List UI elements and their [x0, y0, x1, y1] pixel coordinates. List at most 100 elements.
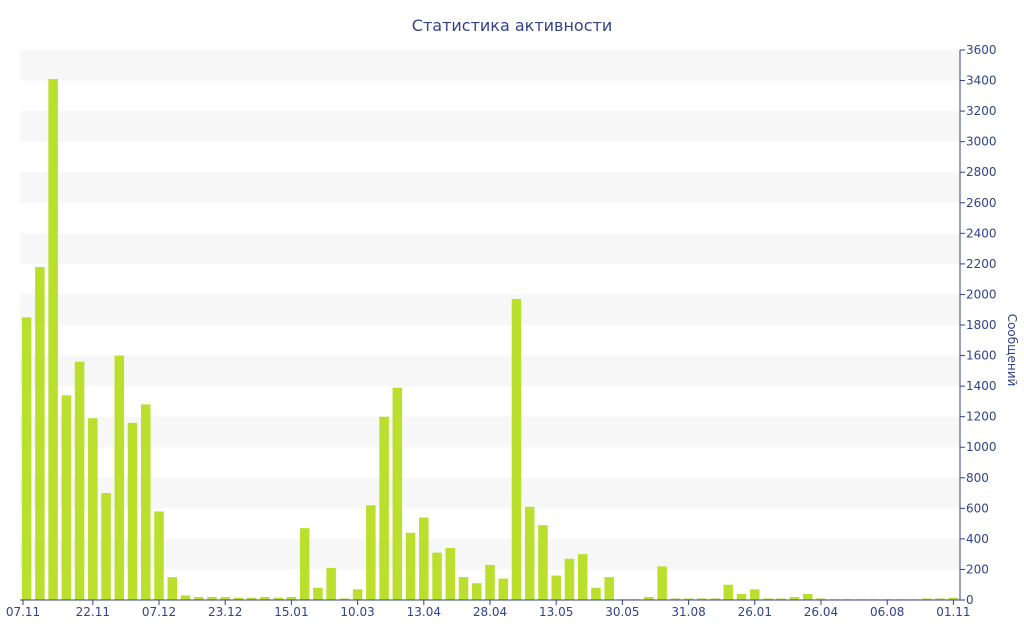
x-tick-label: 01.11 [936, 605, 970, 619]
bar [432, 552, 442, 600]
bar [141, 404, 151, 600]
x-tick-label: 07.12 [142, 605, 176, 619]
bar [538, 525, 548, 600]
bar [246, 597, 257, 600]
bar [21, 317, 32, 600]
x-tick-label: 31.08 [671, 605, 705, 619]
x-axis: 07.11 22.11 07.12 23.12 15.01 10.03 13.04 28.04… [6, 599, 971, 619]
y-tick-label: 3600 [966, 43, 997, 57]
bar [352, 589, 363, 600]
bar [207, 596, 217, 600]
background-band [20, 355, 960, 387]
bar [485, 564, 495, 600]
bar [339, 598, 350, 600]
y-tick-label: 800 [966, 471, 989, 485]
bar [326, 567, 336, 600]
bar [498, 578, 508, 600]
y-tick-label: 2000 [966, 287, 997, 301]
bar [286, 596, 297, 600]
bar [776, 598, 787, 600]
y-axis-label: Сообщений [1005, 314, 1019, 387]
bar [419, 517, 429, 600]
bar [802, 593, 813, 600]
x-tick-label: 06.08 [870, 605, 904, 619]
bar [35, 266, 45, 600]
background-band [20, 172, 960, 203]
y-tick-label: 2200 [966, 257, 997, 271]
bar [233, 597, 244, 600]
background-band [20, 538, 960, 570]
y-tick-label: 0 [966, 593, 974, 607]
bar [948, 597, 959, 600]
y-axis: 0 200 400 600 800 1000 1200 1400 1600 1800 2000 220… [959, 43, 997, 607]
x-tick-label: 13.04 [407, 605, 441, 619]
y-tick-label: 3200 [966, 104, 997, 118]
y-tick-label: 200 [966, 562, 989, 576]
bar [193, 596, 204, 600]
y-tick-label: 1400 [966, 379, 997, 393]
bar [577, 554, 588, 600]
bar [750, 589, 760, 600]
bar [710, 598, 720, 600]
bar [61, 395, 72, 600]
bar [511, 299, 522, 600]
bar [458, 577, 469, 600]
bar [551, 575, 561, 600]
bar [789, 596, 800, 600]
bar [260, 596, 270, 600]
x-tick-label: 26.01 [738, 605, 772, 619]
y-tick-label: 1200 [966, 410, 997, 424]
bar [405, 532, 416, 600]
bar [273, 597, 283, 600]
bar [127, 422, 138, 600]
y-tick-label: 3400 [966, 74, 997, 88]
y-tick-label: 2600 [966, 196, 997, 210]
chart-title: Статистика активности [412, 16, 612, 35]
bar [922, 598, 932, 600]
x-tick-label: 22.11 [76, 605, 110, 619]
bar [816, 598, 826, 600]
background-band [20, 233, 960, 264]
y-tick-label: 1000 [966, 440, 997, 454]
x-tick-label: 07.11 [6, 605, 40, 619]
bar [471, 583, 482, 600]
bar [524, 506, 535, 600]
bar [220, 596, 230, 600]
bar [114, 355, 125, 600]
x-tick-label: 23.12 [208, 605, 242, 619]
x-tick-label: 10.03 [340, 605, 374, 619]
bar [180, 595, 191, 600]
background-band [20, 294, 960, 325]
bar [379, 416, 389, 600]
bar [564, 558, 575, 600]
bar [736, 593, 747, 600]
bar [763, 598, 773, 600]
x-tick-label: 13.05 [539, 605, 573, 619]
bar [644, 596, 654, 600]
bar [445, 548, 456, 600]
bar [313, 587, 323, 600]
y-tick-label: 2400 [966, 226, 997, 240]
bar [670, 598, 681, 600]
y-tick-label: 2800 [966, 165, 997, 179]
bar [74, 361, 85, 600]
background-band [20, 477, 960, 509]
bar [591, 587, 601, 600]
bar [299, 528, 310, 600]
bar [697, 598, 707, 600]
y-tick-label: 600 [966, 501, 989, 515]
background-band [20, 50, 960, 81]
bar [167, 577, 178, 600]
bar [935, 598, 945, 600]
bar [392, 387, 403, 600]
background-bands [20, 50, 960, 570]
x-tick-label: 28.04 [473, 605, 507, 619]
y-tick-label: 1800 [966, 318, 997, 332]
bar [657, 566, 667, 600]
bar [366, 505, 376, 600]
y-tick-label: 3000 [966, 135, 997, 149]
bar [154, 511, 164, 600]
background-band [20, 416, 960, 448]
bar [48, 79, 58, 600]
